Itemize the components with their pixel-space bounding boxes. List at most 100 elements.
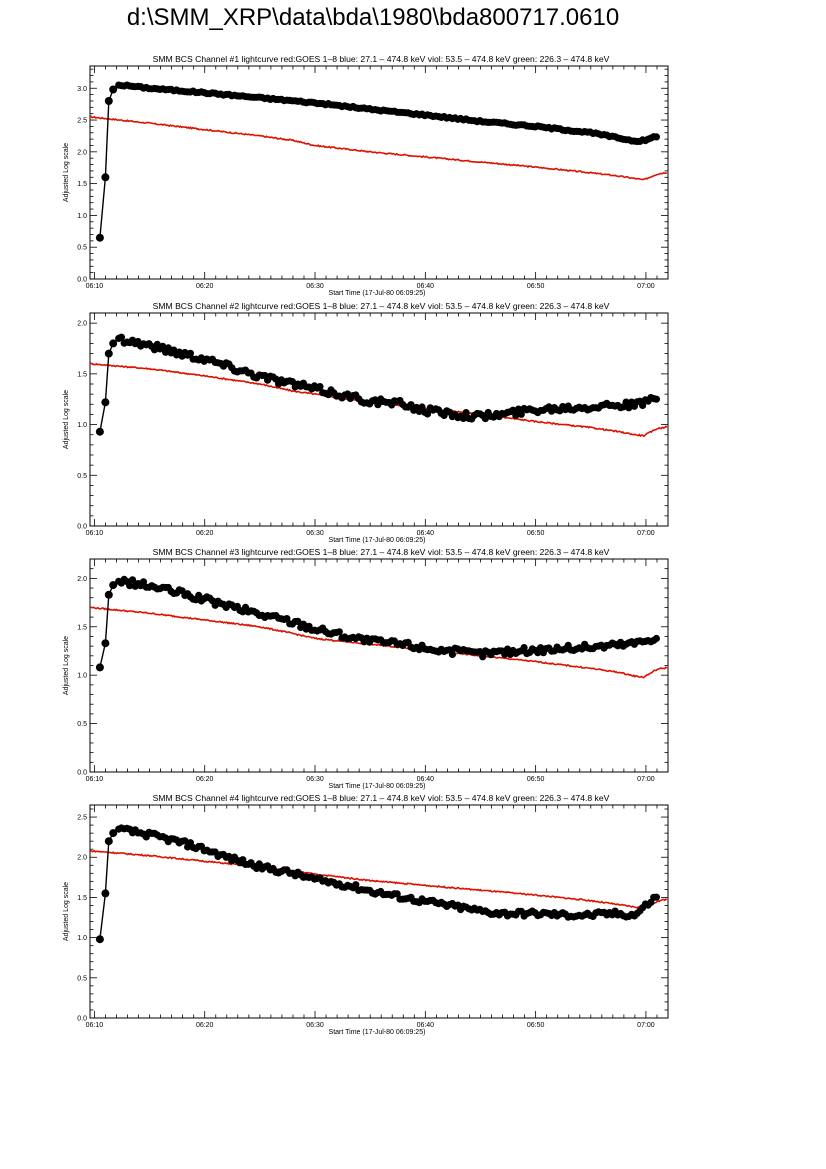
page-title: d:\SMM_XRP\data\bda\1980\bda800717.0610 (126, 4, 620, 31)
series-black-point (139, 578, 148, 586)
series-black-point (625, 404, 633, 412)
x-tick-label: 06:40 (417, 283, 435, 290)
x-tick-label: 07:00 (637, 283, 655, 290)
series-black-point (459, 414, 467, 422)
x-axis-label: Start Time (17-Jul-80 06:09:25) (329, 1029, 426, 1036)
series-black-point (652, 133, 661, 141)
y-tick-label: 1.5 (77, 624, 87, 631)
y-tick-label: 1.0 (77, 422, 87, 429)
x-tick-label: 06:30 (306, 776, 324, 783)
series-black-point (186, 349, 194, 357)
x-tick-label: 06:20 (196, 283, 214, 290)
y-axis-label: Adjusted Log scale (63, 143, 70, 202)
series-black-point (95, 663, 104, 672)
y-tick-label: 0.0 (77, 1016, 87, 1023)
x-tick-label: 07:00 (637, 530, 655, 537)
x-tick-label: 06:10 (86, 530, 104, 537)
plot-frame (89, 65, 669, 280)
series-black-point (104, 837, 113, 846)
series-black-point (95, 233, 104, 242)
x-tick-label: 06:30 (306, 530, 324, 537)
series-black-point (407, 401, 415, 409)
x-tick-label: 06:10 (86, 283, 104, 290)
series-black-point (503, 645, 512, 653)
y-axis-label: Adjusted Log scale (63, 636, 70, 695)
series-black-point (181, 837, 189, 845)
series-black-point (418, 403, 426, 411)
y-tick-label: 1.5 (77, 181, 87, 188)
y-tick-label: 0.5 (77, 975, 87, 982)
y-tick-label: 0.5 (77, 473, 87, 480)
series-black-point (639, 401, 647, 410)
chart-title: SMM BCS Channel #3 lightcurve red:GOES 1… (153, 547, 610, 557)
y-tick-label: 0.5 (77, 245, 87, 252)
x-tick-label: 06:40 (417, 776, 435, 783)
series-black-point (104, 590, 113, 599)
y-tick-label: 2.5 (77, 815, 87, 822)
x-axis-label: Start Time (17-Jul-80 06:09:25) (329, 783, 426, 790)
y-axis-label: Adjusted Log scale (63, 390, 70, 449)
chart-panel-2: SMM BCS Channel #2 lightcurve red:GOES 1… (63, 301, 669, 544)
x-tick-label: 06:40 (417, 1022, 435, 1029)
series-black-point (423, 410, 432, 418)
chart-panel-4: SMM BCS Channel #4 lightcurve red:GOES 1… (63, 793, 669, 1036)
series-black-point (126, 582, 134, 590)
series-black-point (652, 634, 661, 643)
y-tick-label: 2.5 (77, 118, 87, 125)
series-black-point (316, 383, 324, 391)
series-black-point (109, 829, 118, 838)
x-tick-label: 06:40 (417, 530, 435, 537)
y-tick-label: 2.0 (77, 576, 87, 583)
y-tick-label: 1.5 (77, 371, 87, 378)
series-black-point (159, 342, 167, 350)
x-axis-label: Start Time (17-Jul-80 06:09:25) (329, 537, 426, 544)
y-tick-label: 0.0 (77, 770, 87, 777)
series-black-point (109, 85, 118, 94)
series-black-point (288, 378, 296, 386)
plot-frame (89, 804, 669, 1019)
y-axis-label: Adjusted Log scale (63, 882, 70, 941)
x-tick-label: 06:10 (86, 776, 104, 783)
series-black-point (652, 395, 661, 403)
chart-title: SMM BCS Channel #4 lightcurve red:GOES 1… (153, 793, 610, 803)
series-black-point (128, 576, 137, 584)
series-black-point (517, 410, 525, 418)
series-black-point (101, 173, 110, 182)
chart-title: SMM BCS Channel #2 lightcurve red:GOES 1… (153, 301, 610, 311)
series-black-point (104, 349, 113, 358)
series-black-point (622, 398, 630, 406)
plot-frame (89, 312, 669, 527)
y-tick-label: 0.0 (77, 524, 87, 531)
series-black-point (101, 398, 110, 407)
x-tick-label: 06:50 (527, 283, 545, 290)
x-tick-label: 07:00 (637, 1022, 655, 1029)
series-black-point (101, 889, 110, 898)
x-tick-label: 06:50 (527, 776, 545, 783)
chart-panel-3: SMM BCS Channel #3 lightcurve red:GOES 1… (63, 547, 669, 790)
x-tick-label: 06:20 (196, 1022, 214, 1029)
series-black-point (109, 339, 118, 348)
y-tick-label: 1.0 (77, 935, 87, 942)
series-black-point (150, 346, 159, 354)
series-black-point (335, 628, 343, 636)
y-tick-label: 1.5 (77, 895, 87, 902)
series-black-point (462, 409, 470, 417)
x-tick-label: 06:50 (527, 530, 545, 537)
y-tick-label: 1.0 (77, 213, 87, 220)
series-black-point (195, 591, 203, 600)
chart-panel-1: SMM BCS Channel #1 lightcurve red:GOES 1… (63, 54, 669, 297)
series-red-line (90, 606, 668, 679)
y-tick-label: 1.0 (77, 673, 87, 680)
series-black-point (479, 653, 487, 661)
series-black-point (101, 639, 110, 648)
x-tick-label: 06:20 (196, 530, 214, 537)
series-black-point (652, 893, 661, 901)
series-black-point (481, 415, 489, 423)
x-tick-label: 07:00 (637, 776, 655, 783)
x-tick-label: 06:20 (196, 776, 214, 783)
y-tick-label: 2.0 (77, 855, 87, 862)
series-black-point (512, 411, 520, 419)
series-black-point (117, 333, 125, 341)
series-black-point (448, 650, 456, 659)
